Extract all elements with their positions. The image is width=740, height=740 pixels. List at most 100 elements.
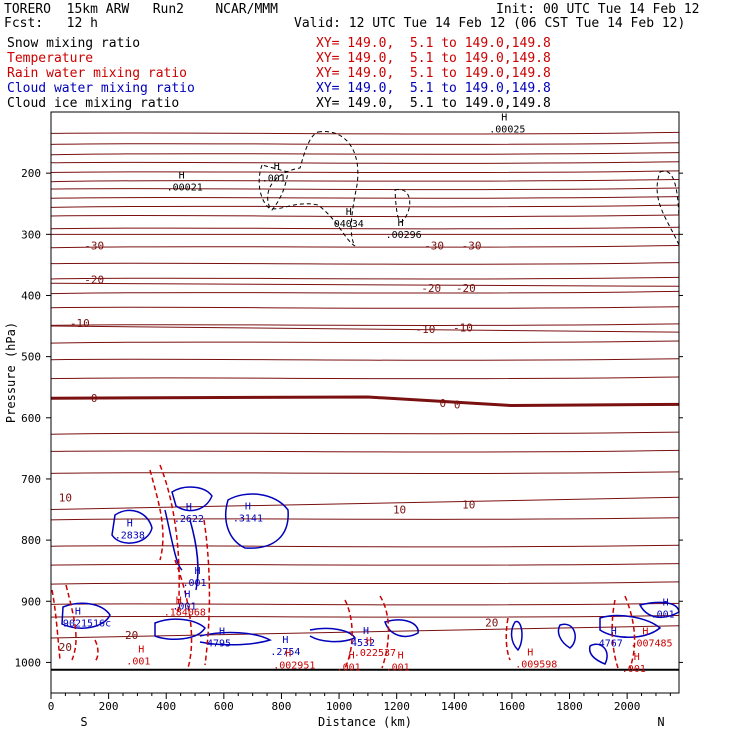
maximum-marker: H <box>194 566 200 577</box>
maximum-value-label: .001 <box>262 173 286 184</box>
potential-temperature-contour <box>51 582 679 584</box>
y-tick-label: 200 <box>21 167 41 180</box>
x-tick-label: 600 <box>214 700 234 713</box>
y-tick-label: 800 <box>21 534 41 547</box>
potential-temperature-contour <box>51 450 679 452</box>
y-tick-label: 1000 <box>15 656 42 669</box>
rain-water-contour <box>160 465 179 615</box>
maximum-value-label: .00025 <box>489 124 525 135</box>
maximum-marker: H <box>366 636 372 647</box>
x-tick-label: 1800 <box>556 700 583 713</box>
potential-temperature-contour <box>51 307 679 309</box>
maximum-marker: H <box>127 518 133 529</box>
cross-section-chart: -30 -30 -30-20-20 -20-10 -10 -100 0 01010 102020… <box>0 0 740 740</box>
maximum-value-label: 9021516c <box>63 619 111 630</box>
potential-temperature-contour <box>51 324 679 326</box>
potential-temperature-contour <box>51 132 679 134</box>
isotherm-line <box>51 497 679 509</box>
maximum-marker: H <box>346 207 352 218</box>
maximum-value-label: .002951 <box>273 661 315 672</box>
maximum-marker: H <box>282 635 288 646</box>
potential-temperature-contour <box>51 472 679 474</box>
x-tick-label: 2000 <box>614 700 641 713</box>
isotherm-label: -30 <box>84 239 104 252</box>
x-tick-label: 1200 <box>383 700 410 713</box>
maximum-marker: H <box>138 644 144 655</box>
maximum-value-label: .009598 <box>515 659 557 670</box>
cloud-water-contour <box>310 628 355 641</box>
maximum-value-label: .001 <box>386 663 410 674</box>
cloud-water-contour <box>385 620 418 636</box>
isotherm-label: 10 <box>462 499 475 512</box>
maximum-marker: H <box>663 597 669 608</box>
isotherm-label: -10 <box>70 317 90 330</box>
isotherm-label: -30 <box>424 239 444 252</box>
maximum-value-label: .001 <box>126 656 150 667</box>
isotherm-label: 20 <box>485 617 498 630</box>
potential-temperature-contour <box>51 291 679 293</box>
maximum-marker: H <box>611 627 617 638</box>
maximum-marker: H <box>285 649 291 660</box>
potential-temperature-contour <box>51 564 679 566</box>
isotherm-line <box>51 326 679 332</box>
potential-temperature-contour <box>51 277 679 279</box>
north-label: N <box>657 715 664 729</box>
maximum-value-label: .007485 <box>630 639 672 650</box>
isotherm-label: -20 <box>84 274 104 287</box>
maximum-marker: H <box>349 651 355 662</box>
maximum-value-label: .001 <box>337 663 361 674</box>
isotherm-line <box>51 397 679 406</box>
x-tick-label: 1000 <box>326 700 353 713</box>
potential-temperature-contour <box>51 205 679 207</box>
isotherm-label: 0 <box>439 397 446 410</box>
maximum-value-label: .001 <box>182 578 206 589</box>
isotherm-label: 0 <box>91 392 98 405</box>
y-tick-label: 400 <box>21 289 41 302</box>
y-axis-title: Pressure (hPa) <box>4 322 18 423</box>
rain-water-contour <box>506 618 510 660</box>
south-label: S <box>80 715 87 729</box>
cloud-water-contour <box>512 622 522 650</box>
potential-temperature-contour <box>51 215 679 217</box>
potential-temperature-contour <box>51 162 679 164</box>
x-axis-title: Distance (km) <box>318 715 412 729</box>
isotherm-label: 20 <box>59 641 72 654</box>
maximum-marker: H <box>75 607 81 618</box>
potential-temperature-contour <box>51 153 679 155</box>
isotherm-label: -30 <box>462 239 482 252</box>
maximum-value-label: .2838 <box>115 530 145 541</box>
maximum-marker: H <box>274 161 280 172</box>
maximum-value-label: .001 <box>651 609 675 620</box>
x-tick-label: 0 <box>48 700 55 713</box>
maximum-value-label: .022537 <box>354 648 396 659</box>
potential-temperature-contour <box>51 171 679 173</box>
potential-temperature-contour <box>51 246 679 248</box>
potential-temperature-contour <box>51 432 679 434</box>
maximum-marker: H <box>186 502 192 513</box>
maximum-value-label: .3141 <box>233 513 263 524</box>
maximum-marker: H <box>219 627 225 638</box>
maximum-value-label: 4795 <box>207 639 231 650</box>
potential-temperature-contour <box>51 179 679 181</box>
potential-temperature-contour <box>51 545 679 547</box>
potential-temperature-contour <box>51 616 679 618</box>
potential-temperature-contour <box>51 143 679 145</box>
isotherm-label: 20 <box>125 629 138 642</box>
isotherm-label: -20 <box>456 282 476 295</box>
potential-temperature-contour <box>51 359 679 361</box>
maximum-value-label: .00021 <box>167 182 203 193</box>
maximum-value-label: .184068 <box>164 607 206 618</box>
potential-temperature-contour <box>51 197 679 199</box>
x-tick-label: 400 <box>156 700 176 713</box>
maximum-marker: H <box>634 652 640 663</box>
isotherm-label: -10 <box>453 321 473 334</box>
potential-temperature-contour <box>51 518 679 520</box>
x-tick-label: 200 <box>99 700 119 713</box>
y-tick-label: 500 <box>21 351 41 364</box>
isotherm-line <box>51 283 679 286</box>
isotherm-label: -20 <box>421 282 441 295</box>
maximum-marker: H <box>642 627 648 638</box>
x-tick-label: 800 <box>272 700 292 713</box>
potential-temperature-contour <box>51 227 679 229</box>
potential-temperature-contour <box>51 341 679 343</box>
